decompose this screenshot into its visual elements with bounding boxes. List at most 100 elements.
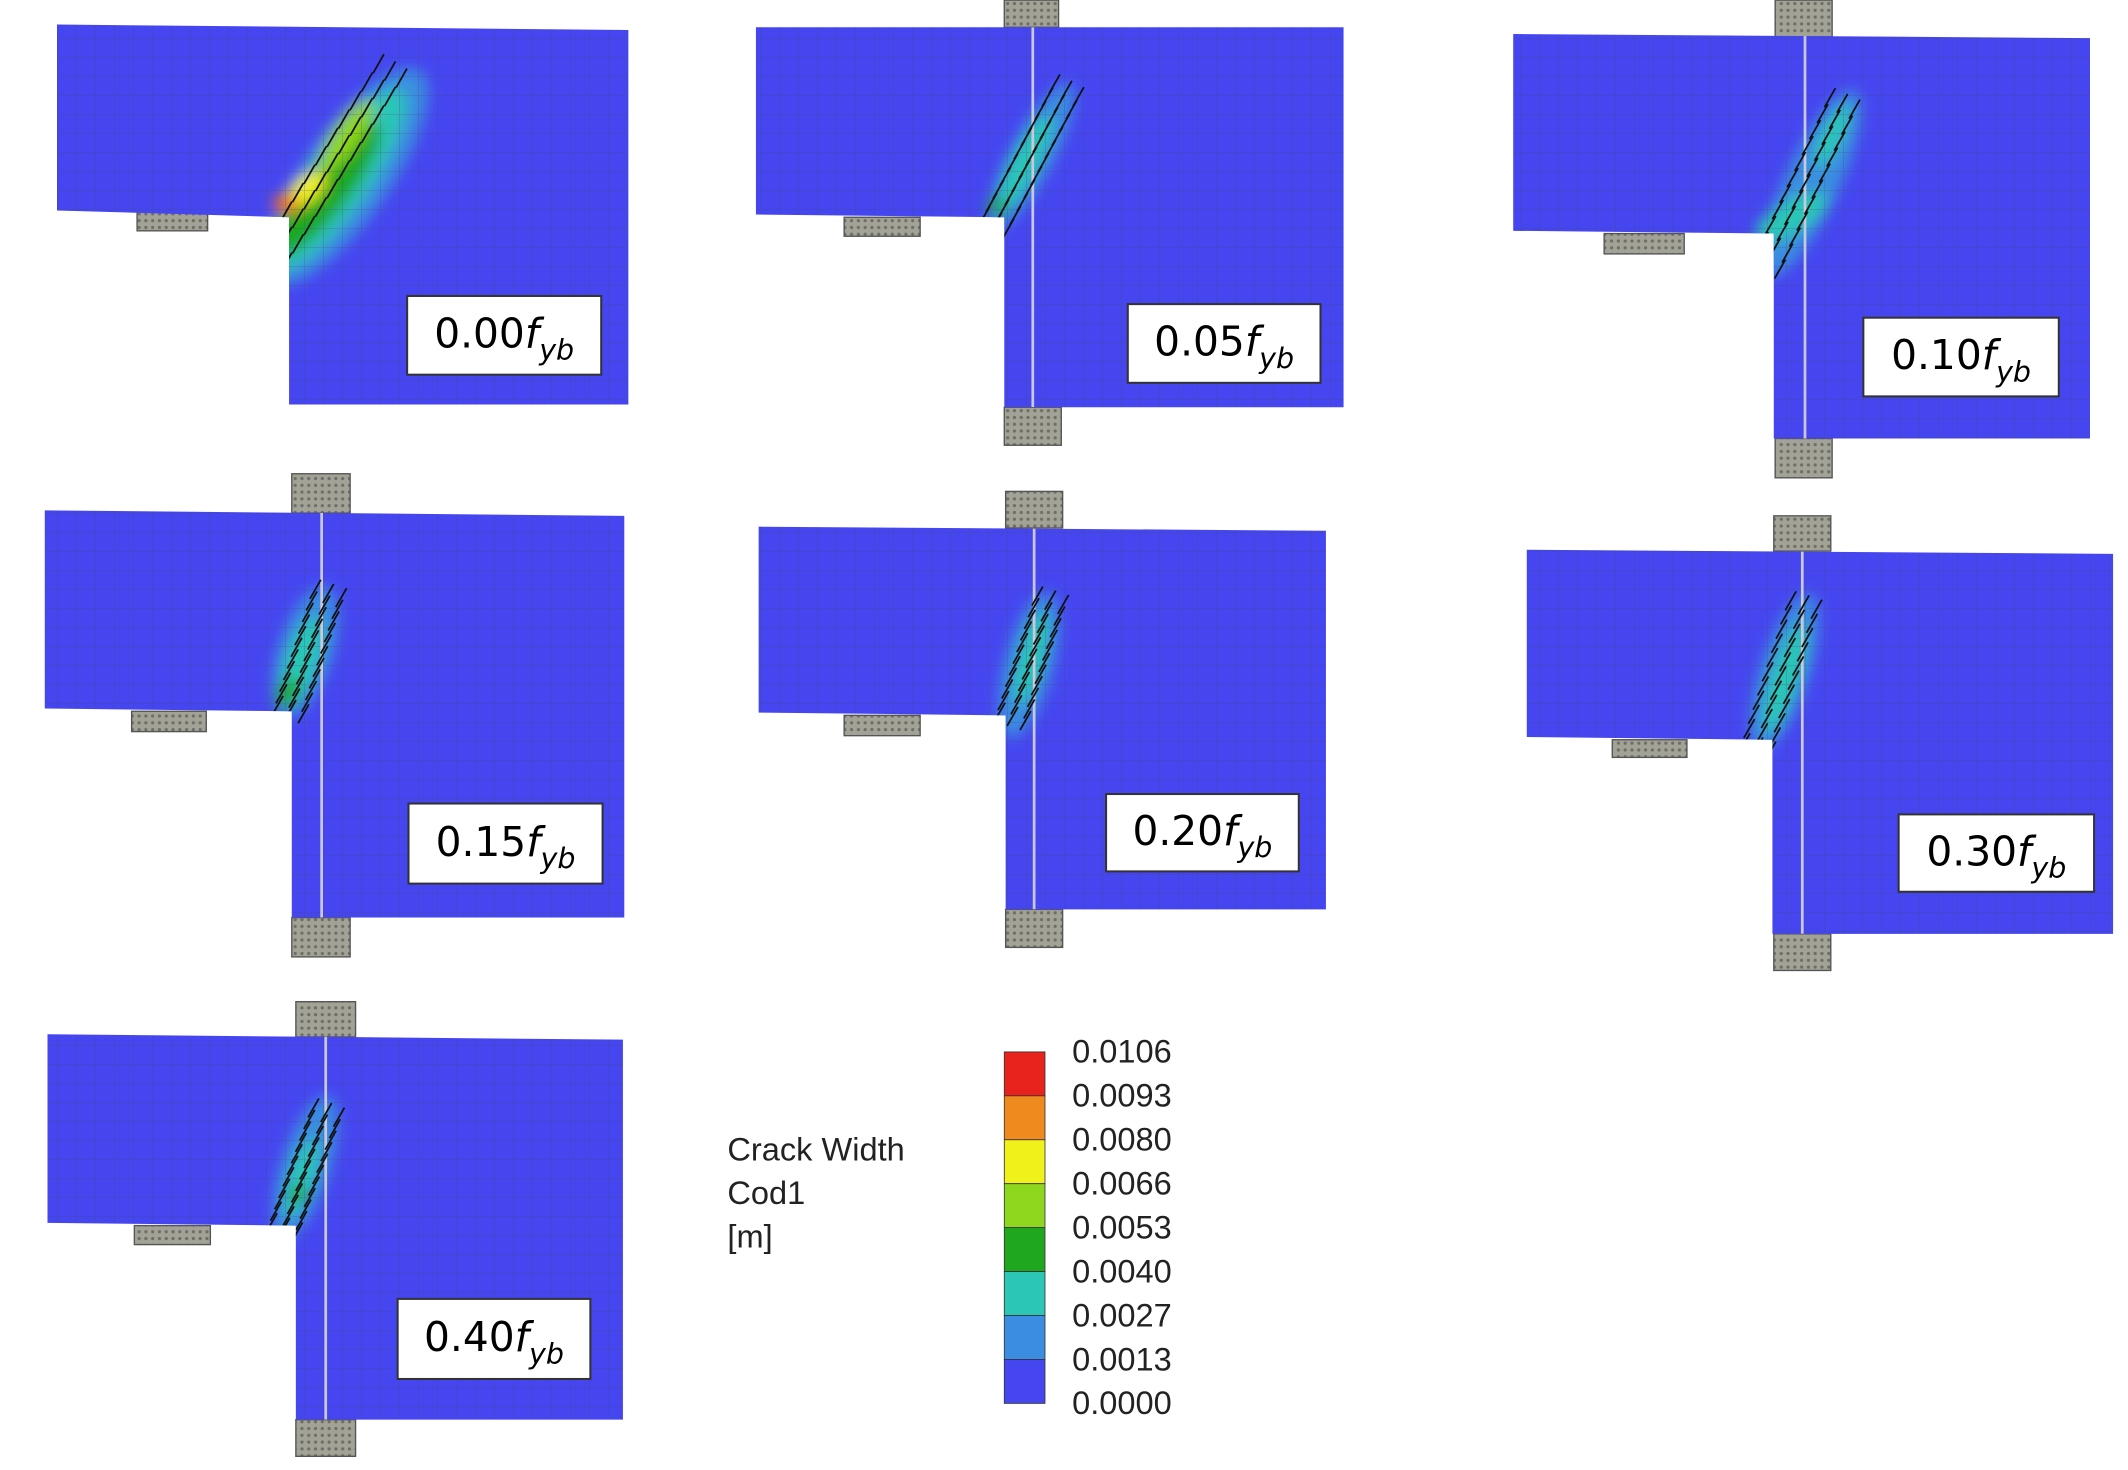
legend-value: 0.0040: [1072, 1253, 1172, 1289]
crack: [1053, 606, 1066, 626]
support-plate: [1004, 908, 1064, 949]
crack: [320, 1141, 333, 1162]
label-value: 0.15: [436, 818, 527, 866]
crack: [1808, 119, 1822, 140]
support-plate: [136, 211, 209, 232]
crack: [1781, 243, 1794, 263]
crack: [1826, 147, 1839, 168]
crack: [295, 1210, 308, 1231]
crack: [1806, 157, 1819, 178]
crack: [299, 1199, 312, 1219]
crack: [1761, 253, 1774, 274]
panel-label: 0.10fyb: [1891, 331, 2031, 388]
crack: [1784, 590, 1797, 611]
crack: [372, 104, 385, 125]
crack: [1788, 227, 1802, 247]
crack: [1848, 99, 1861, 120]
crack: [299, 1160, 312, 1180]
crack: [1060, 80, 1073, 101]
crack: [337, 160, 351, 181]
crack: [294, 1132, 308, 1153]
crack: [349, 90, 362, 111]
crack: [1770, 633, 1784, 654]
crack: [372, 53, 385, 74]
crack: [1761, 661, 1774, 682]
legend-value: 0.0027: [1072, 1297, 1172, 1333]
crack: [1791, 189, 1804, 210]
panel: 0.05fyb: [755, 0, 1344, 446]
crack: [268, 219, 282, 240]
crack: [290, 637, 303, 658]
crack: [319, 634, 333, 655]
crack: [1840, 115, 1854, 136]
label-box: [396, 1297, 592, 1380]
crack: [288, 688, 301, 708]
label-subscript: yb: [1236, 831, 1272, 864]
support-plate: [1003, 406, 1062, 446]
support-plate: [295, 1419, 357, 1457]
crack: [360, 72, 374, 93]
crack: [311, 1125, 325, 1146]
support-plate: [291, 473, 351, 514]
crack: [1791, 656, 1805, 676]
crack: [331, 599, 344, 620]
panel: 0.20fyb: [758, 490, 1326, 949]
panel-label: 0.40fyb: [424, 1313, 564, 1370]
legend-swatch: [1003, 1315, 1046, 1360]
crack: [1818, 163, 1831, 184]
crack: [304, 680, 318, 701]
crack: [286, 1194, 300, 1215]
crack: [307, 1176, 321, 1197]
crack: [1783, 205, 1797, 226]
crack: [291, 182, 305, 203]
crack: [301, 692, 314, 713]
crack: [286, 1155, 299, 1176]
crack: [383, 86, 397, 107]
crack: [282, 660, 296, 681]
support-plate: [1774, 437, 1833, 479]
crack: [332, 1107, 346, 1128]
crack: [1773, 259, 1787, 279]
crack: [1833, 131, 1846, 152]
crack: [1023, 609, 1037, 630]
crack: [297, 703, 310, 724]
crack: [1012, 644, 1025, 665]
crack: [294, 1171, 308, 1192]
crack: [273, 1189, 287, 1210]
legend-swatch: [1003, 1139, 1046, 1185]
label-value: 0.10: [1891, 331, 1982, 379]
crack: [1747, 704, 1761, 725]
panel-label: 0.15fyb: [436, 818, 576, 875]
crack: [282, 1205, 295, 1226]
crack: [1016, 632, 1029, 653]
label-subscript: yb: [1258, 342, 1294, 375]
support-plate: [1773, 933, 1832, 972]
support-plate: [1003, 0, 1060, 28]
crack: [323, 622, 337, 643]
crack: [324, 1130, 337, 1151]
support-plate: [133, 1224, 212, 1246]
crack: [307, 629, 320, 650]
crack: [1040, 601, 1053, 622]
crack: [1017, 671, 1031, 692]
crack: [303, 1109, 316, 1130]
crack: [1041, 640, 1055, 661]
support-plate: [291, 916, 351, 958]
crack: [1778, 698, 1791, 719]
crack: [360, 123, 374, 144]
crack: [326, 127, 339, 148]
crack: [303, 641, 316, 662]
support-plate: [843, 216, 921, 237]
crack: [307, 1097, 320, 1118]
crack: [303, 164, 316, 185]
crack: [1775, 619, 1788, 640]
crack: [301, 602, 315, 623]
crack: [269, 1201, 283, 1222]
crack: [1023, 699, 1036, 719]
crack: [316, 1153, 329, 1174]
crack: [1026, 687, 1040, 708]
crack: [1810, 599, 1823, 620]
crack: [1828, 109, 1842, 130]
crack: [305, 590, 318, 611]
